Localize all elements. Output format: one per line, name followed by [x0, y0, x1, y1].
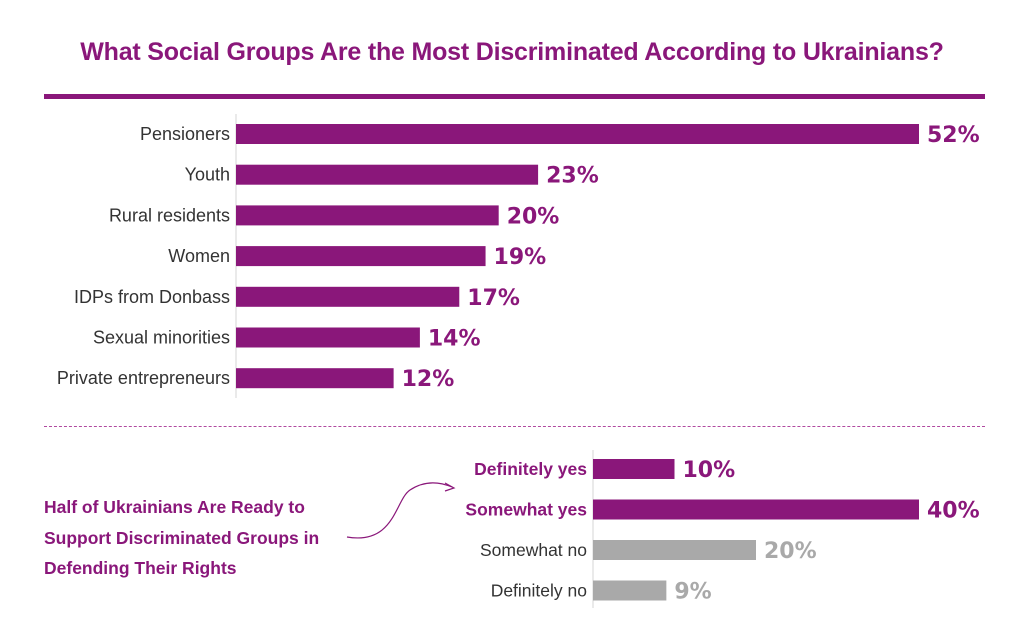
data-label: 20% — [507, 204, 560, 229]
category-label: Definitely no — [491, 581, 587, 601]
bar — [593, 540, 756, 560]
category-label: Definitely yes — [474, 459, 587, 479]
category-label: Somewhat no — [480, 540, 587, 560]
category-label: Pensioners — [140, 124, 230, 144]
category-label: Somewhat yes — [465, 500, 587, 520]
title-rule — [44, 94, 985, 99]
arrow-head-icon — [444, 482, 456, 492]
support-callout: Half of Ukrainians Are Ready to Support … — [44, 492, 364, 584]
data-label: 12% — [402, 367, 455, 392]
bar — [593, 499, 919, 520]
data-label: 17% — [467, 286, 520, 311]
chart-title: What Social Groups Are the Most Discrimi… — [80, 38, 944, 66]
bar — [236, 205, 499, 226]
category-label: Rural residents — [109, 205, 230, 225]
data-label: 10% — [683, 458, 736, 483]
data-label: 20% — [764, 539, 817, 564]
support-callout-text: Half of Ukrainians Are Ready to Support … — [44, 497, 320, 578]
bar — [236, 368, 394, 389]
data-label: 19% — [494, 245, 547, 270]
section-divider — [44, 426, 985, 427]
bar — [236, 164, 539, 185]
bar — [236, 124, 919, 144]
data-label: 9% — [674, 580, 711, 605]
bar — [236, 246, 486, 267]
category-label: Sexual minorities — [93, 328, 230, 348]
data-label: 14% — [428, 327, 481, 352]
bar — [236, 327, 420, 348]
data-label: 23% — [546, 164, 599, 189]
data-label: 52% — [927, 123, 980, 148]
category-label: Youth — [185, 165, 230, 185]
data-label: 40% — [927, 499, 980, 524]
category-label: IDPs from Donbass — [74, 287, 230, 307]
category-label: Women — [168, 246, 230, 266]
bar — [593, 580, 667, 601]
bar — [593, 459, 675, 479]
category-label: Private entrepreneurs — [57, 368, 230, 388]
bar — [236, 286, 460, 307]
